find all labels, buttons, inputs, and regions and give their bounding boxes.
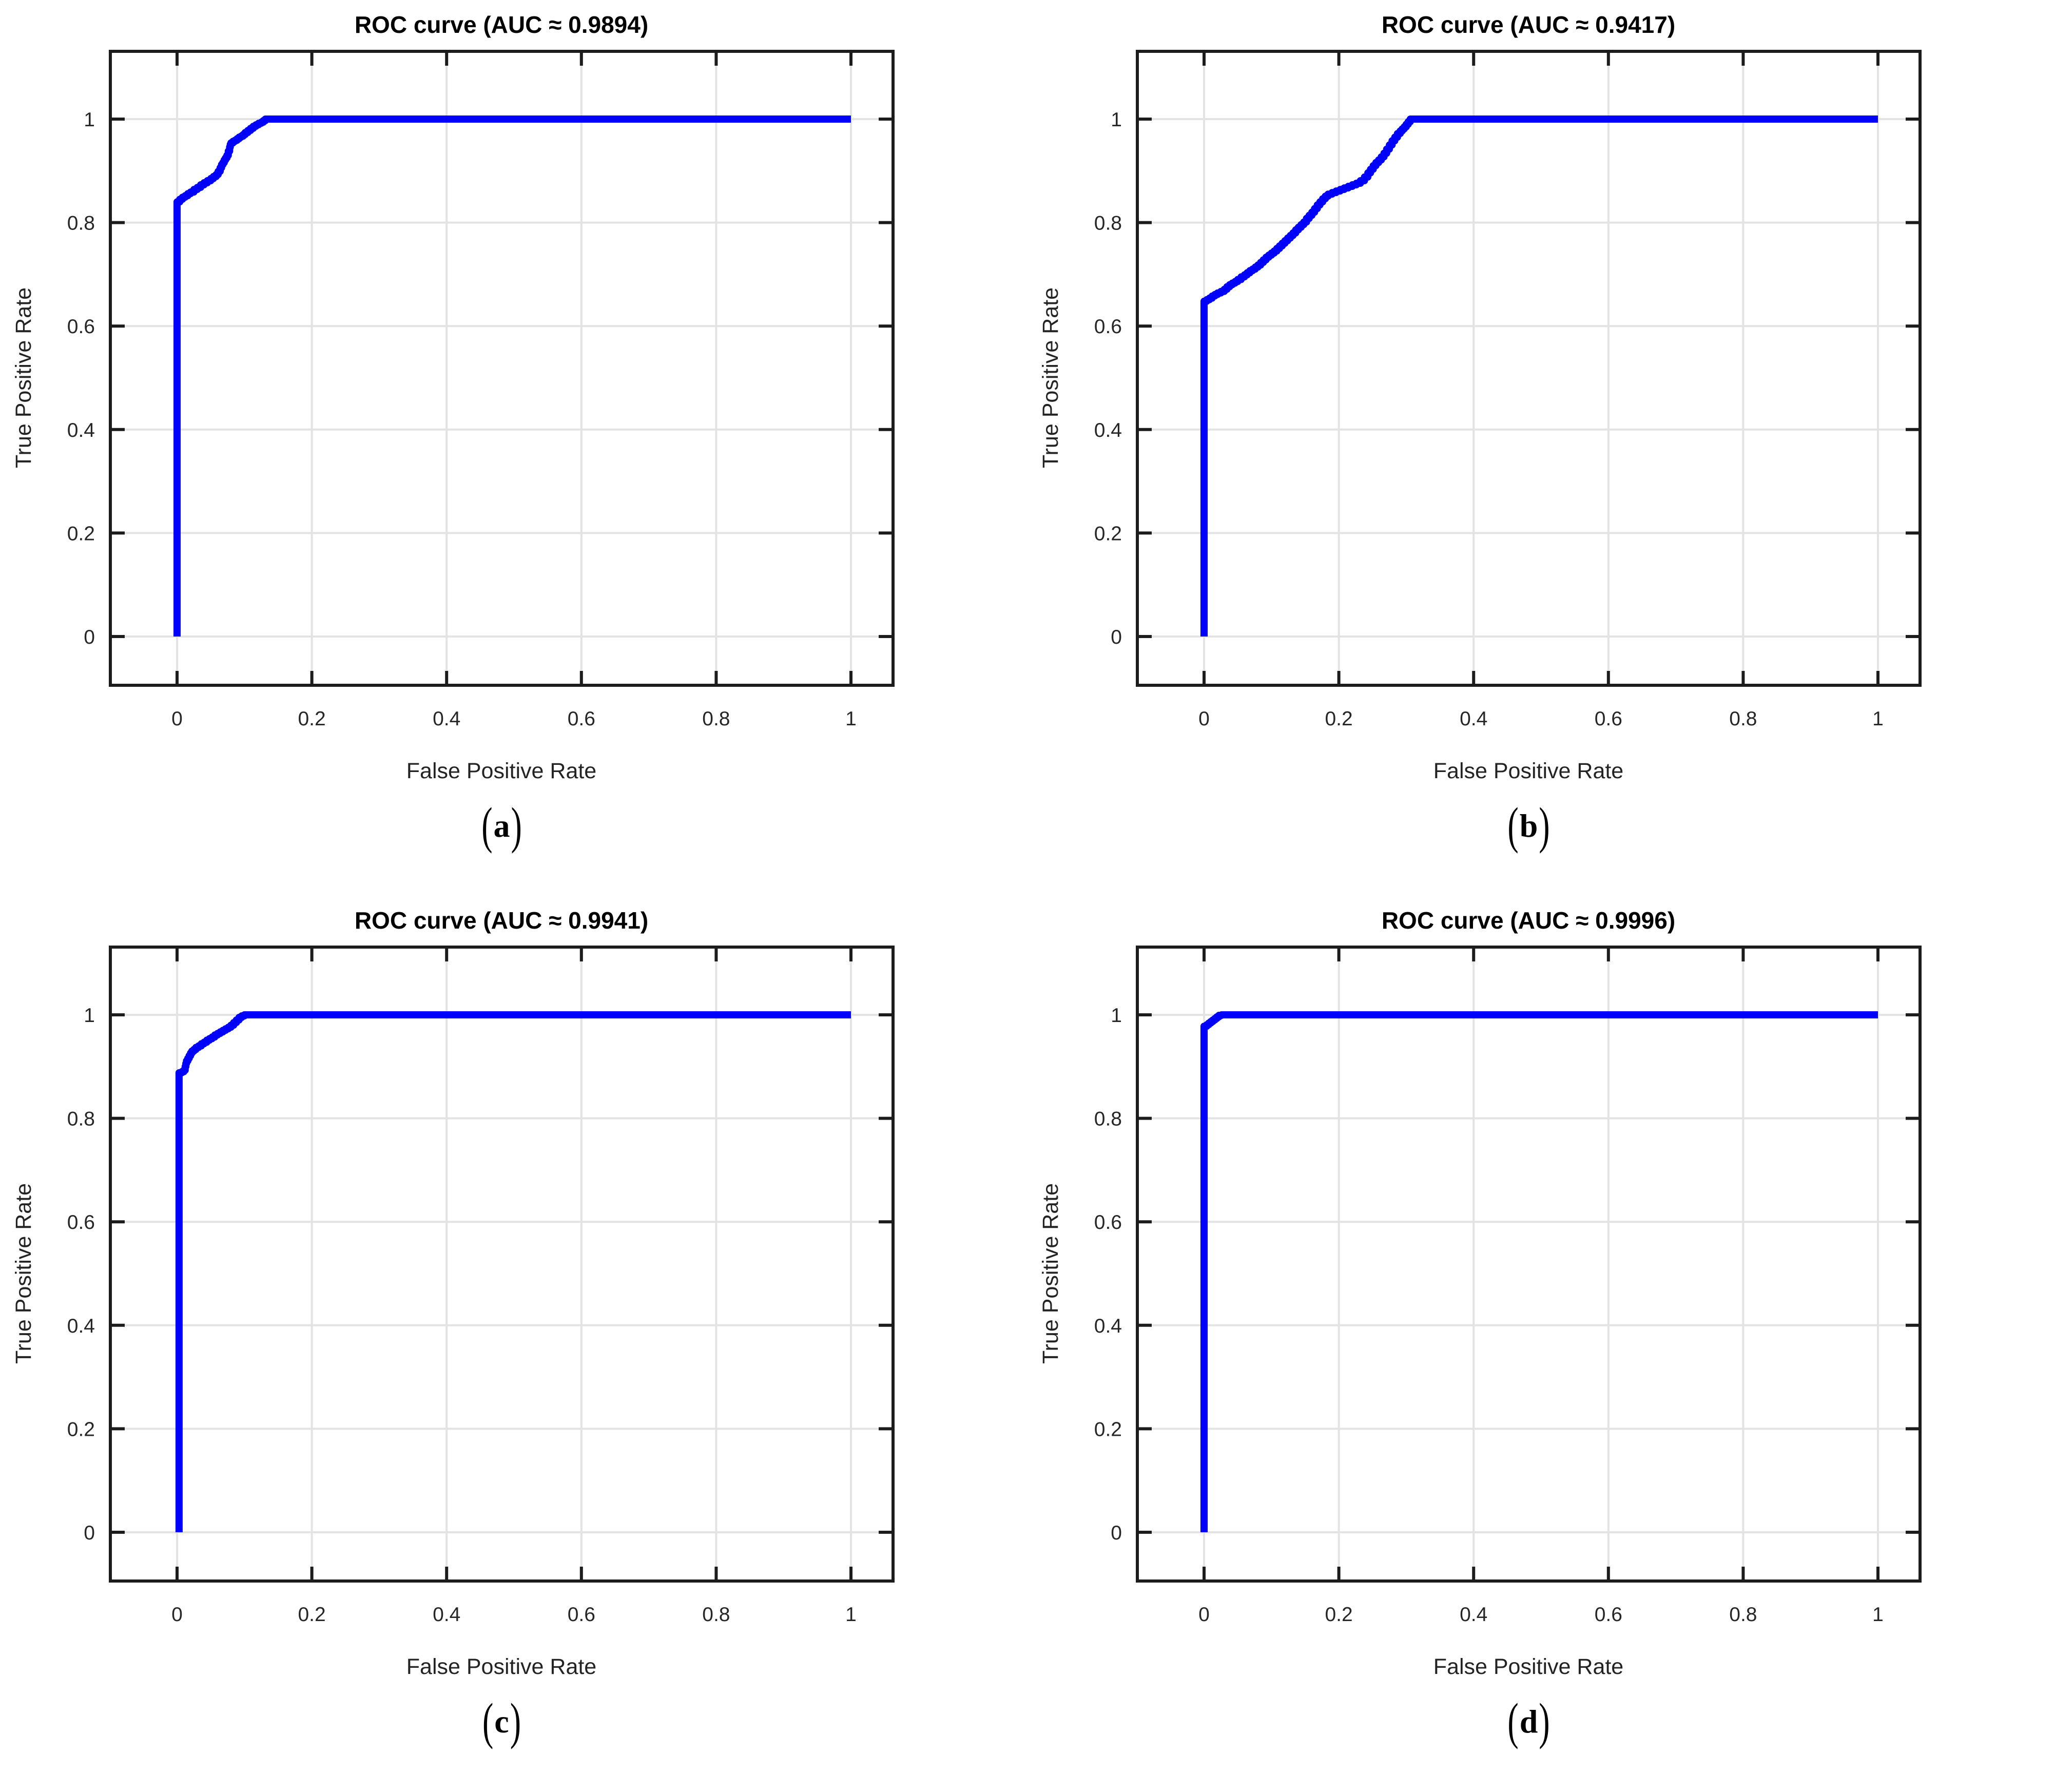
x-axis-label: False Positive Rate: [1433, 759, 1623, 783]
x-tick-label-0.8: 0.8: [1729, 1604, 1757, 1626]
x-axis-label: False Positive Rate: [406, 759, 596, 783]
y-tick-label-0: 0: [1111, 626, 1122, 648]
y-tick-label-0.4: 0.4: [67, 419, 95, 441]
caption-letter: c: [494, 1703, 509, 1740]
x-tick-label-0.6: 0.6: [568, 708, 595, 730]
y-tick-label-0.4: 0.4: [1094, 419, 1122, 441]
y-tick-label-1: 1: [84, 109, 95, 131]
x-tick-label-0.2: 0.2: [1325, 1604, 1352, 1626]
x-axis-label: False Positive Rate: [406, 1654, 596, 1679]
axes-box: [109, 50, 895, 687]
y-tick-label-0.2: 0.2: [67, 1418, 95, 1440]
chart-title: ROC curve (AUC ≈ 0.9941): [355, 907, 648, 934]
axes-box: [109, 946, 895, 1583]
caption-open-paren: (: [482, 1693, 494, 1750]
caption-letter: a: [493, 807, 510, 844]
x-tick-label-0.6: 0.6: [1595, 1604, 1622, 1626]
x-tick-label-0: 0: [1198, 1604, 1210, 1626]
x-tick-label-0.4: 0.4: [433, 708, 460, 730]
x-tick-label-0.4: 0.4: [1460, 1604, 1487, 1626]
x-tick-label-1: 1: [845, 1604, 857, 1626]
roc-curve: [175, 1011, 851, 1532]
y-tick-label-0: 0: [84, 626, 95, 648]
x-tick-label-0.2: 0.2: [298, 1604, 325, 1626]
y-tick-label-0.8: 0.8: [67, 1108, 95, 1130]
x-tick-label-0.6: 0.6: [568, 1604, 595, 1626]
caption-close-paren: ): [1539, 1693, 1550, 1750]
caption-open-paren: (: [1507, 797, 1519, 854]
roc-chart-a: 0 0 0.2 0.2 0.4 0.4 0.6 0.6 0.8 0.8 1 1 ROC curve (…: [11, 11, 895, 783]
y-tick-label-0.8: 0.8: [1094, 213, 1122, 235]
roc-panel-a: 0 0 0.2 0.2 0.4 0.4 0.6 0.6 0.8 0.8 1 1 ROC curve (…: [0, 0, 1027, 896]
y-tick-label-0.2: 0.2: [1094, 1418, 1122, 1440]
y-tick-label-0.6: 0.6: [67, 316, 95, 338]
roc-curve: [1200, 115, 1878, 637]
y-tick-label-0: 0: [84, 1522, 95, 1544]
axes-box: [1136, 50, 1922, 687]
roc-curve: [173, 115, 851, 637]
x-tick-label-0.4: 0.4: [1460, 708, 1487, 730]
y-axis-label: True Positive Rate: [1038, 1183, 1063, 1364]
roc-curve: [1200, 1011, 1878, 1532]
x-axis-label: False Positive Rate: [1433, 1654, 1623, 1679]
x-tick-label-0: 0: [171, 708, 183, 730]
x-tick-label-1: 1: [845, 708, 857, 730]
x-tick-label-0.8: 0.8: [702, 708, 730, 730]
x-tick-label-0.8: 0.8: [702, 1604, 730, 1626]
roc-panel-d: 0 0 0.2 0.2 0.4 0.4 0.6 0.6 0.8 0.8 1 1 ROC curve (…: [1027, 896, 2054, 1792]
caption-letter: d: [1519, 1703, 1538, 1740]
y-tick-label-0.2: 0.2: [67, 523, 95, 545]
x-tick-label-0.2: 0.2: [298, 708, 325, 730]
subfigure-caption: (b): [1137, 797, 1920, 854]
roc-chart-c: 0 0 0.2 0.2 0.4 0.4 0.6 0.6 0.8 0.8 1 1 ROC curve (…: [11, 907, 895, 1679]
x-tick-label-1: 1: [1872, 708, 1884, 730]
caption-close-paren: ): [510, 1693, 521, 1750]
y-tick-label-0: 0: [1111, 1522, 1122, 1544]
x-tick-label-0.2: 0.2: [1325, 708, 1352, 730]
caption-close-paren: ): [511, 797, 522, 854]
x-tick-label-1: 1: [1872, 1604, 1884, 1626]
y-tick-label-0.6: 0.6: [1094, 316, 1122, 338]
x-tick-label-0.8: 0.8: [1729, 708, 1757, 730]
y-tick-label-1: 1: [84, 1005, 95, 1027]
roc-panel-b: 0 0 0.2 0.2 0.4 0.4 0.6 0.6 0.8 0.8 1 1 ROC curve (…: [1027, 0, 2054, 896]
y-tick-label-0.4: 0.4: [67, 1315, 95, 1337]
y-tick-label-0.8: 0.8: [67, 213, 95, 235]
roc-chart-d: 0 0 0.2 0.2 0.4 0.4 0.6 0.6 0.8 0.8 1 1 ROC curve (…: [1038, 907, 1922, 1679]
y-tick-label-0.6: 0.6: [1094, 1211, 1122, 1234]
x-tick-label-0: 0: [171, 1604, 183, 1626]
subfigure-caption: (c): [110, 1693, 893, 1749]
roc-panel-c: 0 0 0.2 0.2 0.4 0.4 0.6 0.6 0.8 0.8 1 1 ROC curve (…: [0, 896, 1027, 1792]
axes-box: [1136, 946, 1922, 1583]
subfigure-caption: (d): [1137, 1693, 1920, 1749]
y-axis-label: True Positive Rate: [11, 287, 36, 468]
x-tick-label-0.6: 0.6: [1595, 708, 1622, 730]
y-axis-label: True Positive Rate: [1038, 287, 1063, 468]
caption-open-paren: (: [481, 797, 493, 854]
caption-close-paren: ): [1539, 797, 1550, 854]
y-tick-label-0.4: 0.4: [1094, 1315, 1122, 1337]
x-tick-label-0.4: 0.4: [433, 1604, 460, 1626]
chart-title: ROC curve (AUC ≈ 0.9894): [355, 11, 648, 38]
y-axis-label: True Positive Rate: [11, 1183, 36, 1364]
x-tick-label-0: 0: [1198, 708, 1210, 730]
caption-open-paren: (: [1507, 1693, 1519, 1750]
caption-letter: b: [1519, 807, 1538, 844]
y-tick-label-0.6: 0.6: [67, 1211, 95, 1234]
roc-chart-b: 0 0 0.2 0.2 0.4 0.4 0.6 0.6 0.8 0.8 1 1 ROC curve (…: [1038, 11, 1922, 783]
y-tick-label-0.2: 0.2: [1094, 523, 1122, 545]
chart-title: ROC curve (AUC ≈ 0.9417): [1382, 11, 1675, 38]
y-tick-label-1: 1: [1111, 1005, 1122, 1027]
chart-title: ROC curve (AUC ≈ 0.9996): [1382, 907, 1675, 934]
y-tick-label-0.8: 0.8: [1094, 1108, 1122, 1130]
y-tick-label-1: 1: [1111, 109, 1122, 131]
subfigure-caption: (a): [110, 797, 893, 854]
